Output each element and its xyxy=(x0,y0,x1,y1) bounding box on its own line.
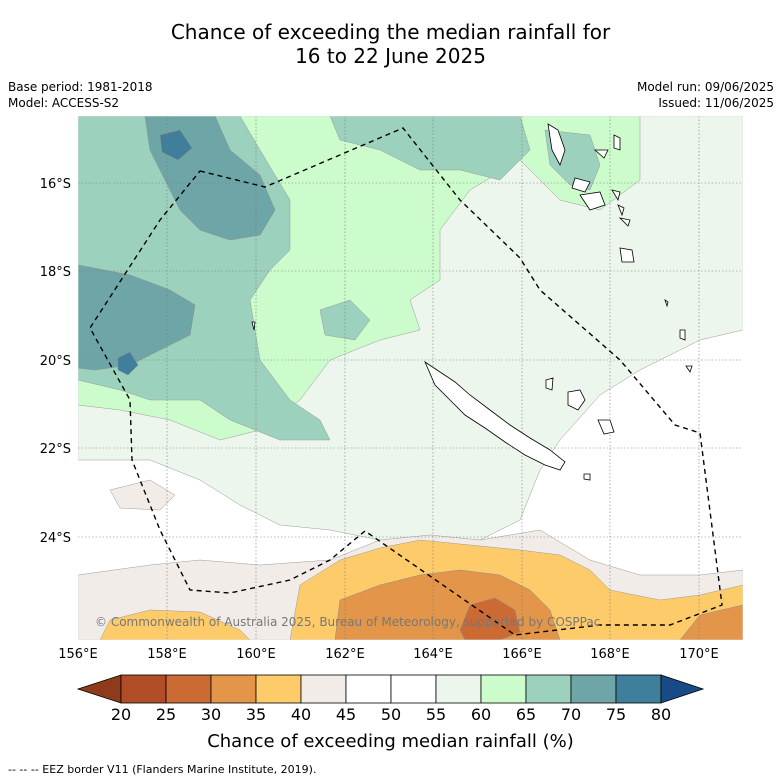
colorbar-segment xyxy=(525,674,572,704)
lon-label-162e: 162°E xyxy=(325,647,365,662)
colorbar-title: Chance of exceeding median rainfall (%) xyxy=(207,731,574,752)
contour-25-30 xyxy=(459,597,521,640)
vanuatu-islands xyxy=(547,123,693,373)
lon-label-164e: 164°E xyxy=(413,647,453,662)
eez-border xyxy=(89,127,723,636)
contour-70-75-west xyxy=(78,264,196,371)
loyalty-islands xyxy=(545,377,615,435)
lat-label-22s: 22°S xyxy=(40,442,71,457)
lon-label-170e: 170°E xyxy=(679,647,719,662)
colorbar-extend-high xyxy=(660,674,705,704)
colorbar-tick-label: 80 xyxy=(650,705,672,724)
colorbar-segment xyxy=(435,674,482,704)
colorbar-tick-label: 75 xyxy=(605,705,627,724)
colorbar-tick-label: 45 xyxy=(335,705,357,724)
chart-title-line2: 16 to 22 June 2025 xyxy=(295,44,486,68)
colorbar-segment xyxy=(345,674,392,704)
colorbar-tick-label: 25 xyxy=(155,705,177,724)
colorbar-segment xyxy=(300,674,347,704)
new-caledonia-island xyxy=(424,360,566,471)
colorbar-segment xyxy=(480,674,527,704)
contour-75-80 xyxy=(159,129,193,161)
model-run-text: Model run: 09/06/2025 xyxy=(636,80,774,94)
lat-label-24s: 24°S xyxy=(40,531,71,546)
colorbar-segment xyxy=(120,674,167,704)
chart-title-line1: Chance of exceeding the median rainfall … xyxy=(170,20,611,44)
eez-legend-text: -- -- -- EEZ border V11 (Flanders Marine… xyxy=(8,763,317,776)
colorbar-segment xyxy=(570,674,617,704)
colorbar-segment xyxy=(210,674,257,704)
colorbar-tick-label: 30 xyxy=(200,705,222,724)
colorbar-segment xyxy=(615,674,662,704)
colorbar xyxy=(76,674,705,704)
model-text: Model: ACCESS-S2 xyxy=(8,96,120,110)
colorbar-segment xyxy=(390,674,437,704)
colorbar-tick-label: 50 xyxy=(380,705,402,724)
issued-text: Issued: 11/06/2025 xyxy=(658,96,774,110)
map-panel: © Commonwealth of Australia 2025, Bureau… xyxy=(78,116,743,640)
contour-65-70-north xyxy=(329,116,531,181)
lat-label-18s: 18°S xyxy=(40,265,71,280)
colorbar-tick-label: 60 xyxy=(470,705,492,724)
copyright-text: © Commonwealth of Australia 2025, Bureau… xyxy=(95,615,600,629)
graticule xyxy=(78,116,743,640)
lat-label-16s: 16°S xyxy=(40,177,71,192)
lon-label-160e: 160°E xyxy=(236,647,276,662)
colorbar-tick-label: 35 xyxy=(245,705,267,724)
base-period-text: Base period: 1981-2018 xyxy=(8,80,153,94)
contour-75-80-west xyxy=(117,351,139,376)
colorbar-extend-low xyxy=(76,674,122,704)
colorbar-tick-label: 65 xyxy=(515,705,537,724)
colorbar-tick-label: 20 xyxy=(110,705,132,724)
contour-30-35-east xyxy=(679,604,743,640)
contour-40-45-west xyxy=(109,479,176,511)
lon-label-156e: 156°E xyxy=(58,647,98,662)
contour-35-40-southwest xyxy=(99,609,251,640)
lon-label-168e: 168°E xyxy=(590,647,630,662)
lon-label-166e: 166°E xyxy=(502,647,542,662)
colorbar-segment xyxy=(255,674,302,704)
lon-label-158e: 158°E xyxy=(147,647,187,662)
lat-label-20s: 20°S xyxy=(40,354,71,369)
map-frame xyxy=(77,115,744,641)
colorbar-segment xyxy=(165,674,212,704)
colorbar-tick-label: 40 xyxy=(290,705,312,724)
small-islet xyxy=(251,321,591,481)
colorbar-tick-label: 70 xyxy=(560,705,582,724)
colorbar-tick-label: 55 xyxy=(425,705,447,724)
